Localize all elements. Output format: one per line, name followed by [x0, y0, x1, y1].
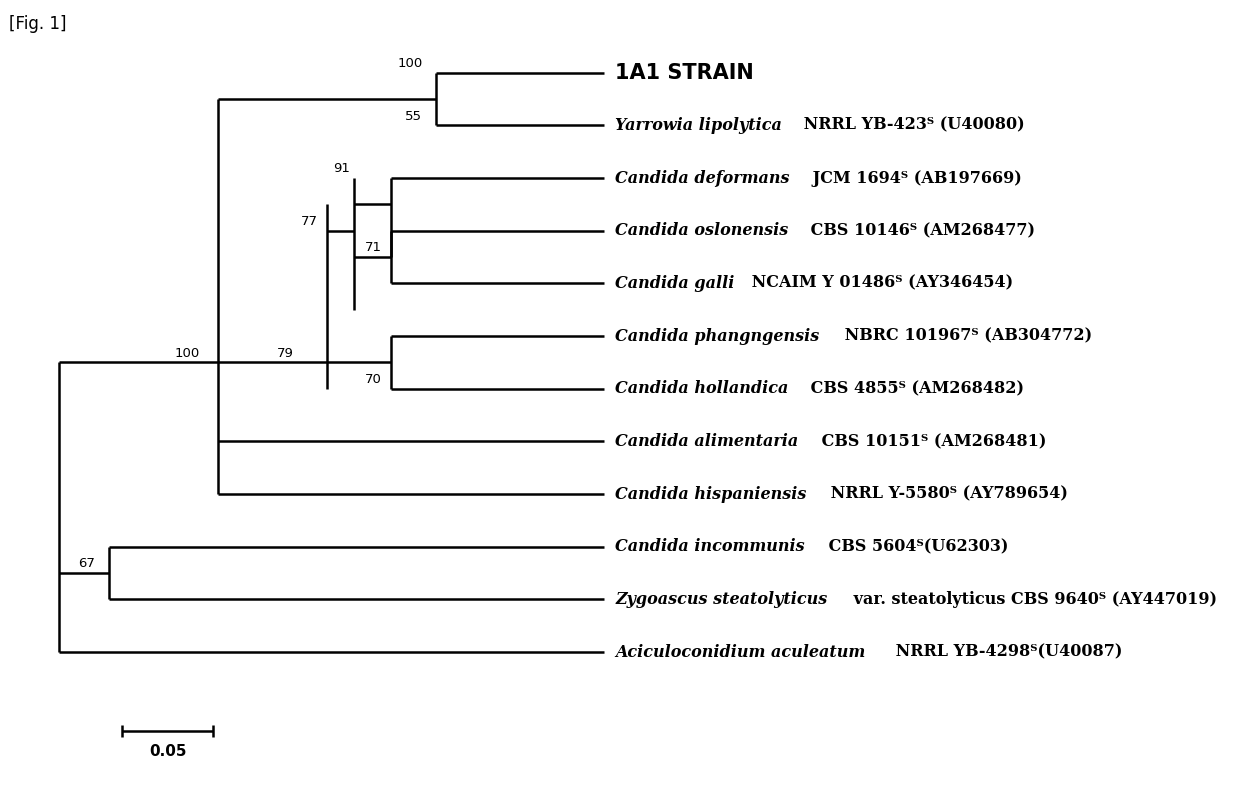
Text: CBS 4855ᵀ (AM268482): CBS 4855ᵀ (AM268482)	[806, 381, 1024, 397]
Text: 100: 100	[397, 57, 423, 70]
Text: NRRL YB-4298ᵀ(U40087): NRRL YB-4298ᵀ(U40087)	[890, 644, 1122, 660]
Text: 67: 67	[78, 557, 95, 571]
Text: 79: 79	[277, 347, 294, 360]
Text: 0.05: 0.05	[149, 745, 186, 760]
Text: 71: 71	[365, 241, 382, 255]
Text: Candida phangngensis: Candida phangngensis	[615, 328, 820, 344]
Text: 55: 55	[405, 110, 423, 123]
Text: NCAIM Y 01486ᵀ (AY346454): NCAIM Y 01486ᵀ (AY346454)	[746, 275, 1013, 292]
Text: 70: 70	[365, 373, 382, 386]
Text: Aciculoconidium aculeatum: Aciculoconidium aculeatum	[615, 644, 866, 660]
Text: NRRL Y-5580ᵀ (AY789654): NRRL Y-5580ᵀ (AY789654)	[825, 485, 1068, 503]
Text: CBS 10146ᵀ (AM268477): CBS 10146ᵀ (AM268477)	[805, 222, 1035, 240]
Text: Candida alimentaria: Candida alimentaria	[615, 433, 799, 450]
Text: Candida hollandica: Candida hollandica	[615, 381, 789, 397]
Text: Yarrowia lipolytica: Yarrowia lipolytica	[615, 117, 782, 134]
Text: [Fig. 1]: [Fig. 1]	[9, 15, 66, 33]
Text: Candida oslonensis: Candida oslonensis	[615, 222, 789, 240]
Text: 100: 100	[175, 347, 200, 360]
Text: Candida galli: Candida galli	[615, 275, 734, 292]
Text: Candida incommunis: Candida incommunis	[615, 538, 805, 556]
Text: var. steatolyticus CBS 9640ᵀ (AY447019): var. steatolyticus CBS 9640ᵀ (AY447019)	[848, 591, 1218, 608]
Text: NRRL YB-423ᵀ (U40080): NRRL YB-423ᵀ (U40080)	[799, 117, 1025, 134]
Text: Candida deformans: Candida deformans	[615, 169, 790, 187]
Text: 91: 91	[332, 162, 350, 176]
Text: 77: 77	[301, 215, 317, 228]
Text: Candida hispaniensis: Candida hispaniensis	[615, 485, 806, 503]
Text: JCM 1694ᵀ (AB197669): JCM 1694ᵀ (AB197669)	[807, 169, 1022, 187]
Text: CBS 5604ᵀ(U62303): CBS 5604ᵀ(U62303)	[823, 538, 1008, 556]
Text: NBRC 101967ᵀ (AB304772): NBRC 101967ᵀ (AB304772)	[839, 328, 1092, 344]
Text: 1A1 STRAIN: 1A1 STRAIN	[615, 63, 754, 83]
Text: CBS 10151ᵀ (AM268481): CBS 10151ᵀ (AM268481)	[816, 433, 1047, 450]
Text: Zygoascus steatolyticus: Zygoascus steatolyticus	[615, 591, 827, 608]
